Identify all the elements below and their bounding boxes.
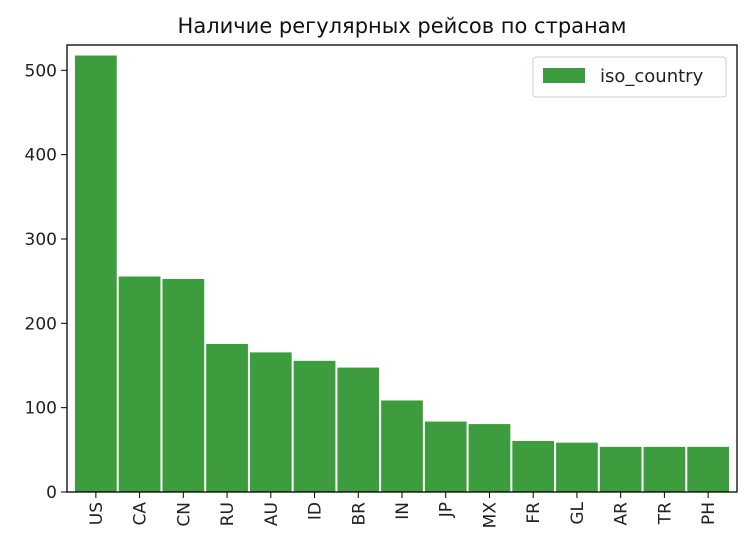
y-tick-label: 100 (25, 399, 57, 419)
x-tick-label-br: BR (349, 502, 369, 526)
y-axis: 0 100 200 300 400 500 (25, 61, 67, 503)
x-tick-label-gl: GL (568, 501, 588, 524)
bar-jp (424, 420, 468, 493)
x-tick-label-us: US (87, 502, 107, 525)
y-tick-label: 500 (25, 61, 57, 81)
bar-cn (161, 278, 206, 493)
bar-fr (511, 440, 555, 493)
legend-swatch (543, 68, 585, 83)
bar-br (336, 366, 380, 493)
bar-ph (686, 446, 730, 493)
x-tick-label-in: IN (393, 502, 413, 520)
x-tick-label-ru: RU (218, 502, 238, 526)
bar-ca (117, 275, 162, 493)
bar-in (380, 399, 424, 493)
bar-us (74, 54, 118, 493)
x-tick-label-cn: CN (174, 502, 194, 527)
bars-group (74, 54, 730, 493)
x-tick-label-au: AU (262, 502, 282, 526)
x-axis: US CA CN RU AU ID BR IN JP MX FR GL AR TR PH (87, 492, 719, 528)
y-tick-label: 400 (25, 146, 57, 166)
x-tick-label-fr: FR (524, 502, 544, 524)
x-tick-label-id: ID (306, 502, 326, 520)
y-tick-label: 200 (25, 314, 57, 334)
x-tick-label-ar: AR (612, 502, 632, 526)
bar-ru (205, 343, 249, 493)
bar-gl (555, 441, 599, 493)
bar-mx (467, 423, 512, 493)
legend-label: iso_country (600, 66, 704, 87)
x-tick-label-ph: PH (699, 502, 719, 525)
bar-tr (642, 446, 687, 493)
x-tick-label-ca: CA (131, 502, 151, 526)
x-tick-label-jp: JP (437, 502, 457, 518)
x-tick-label-mx: MX (480, 502, 500, 529)
legend: iso_country (532, 56, 727, 98)
bar-id (292, 360, 337, 493)
chart-title: Наличие регулярных рейсов по странам (178, 14, 627, 38)
x-tick-label-tr: TR (655, 502, 675, 525)
bar-ar (599, 446, 643, 493)
bar-au (249, 351, 293, 493)
legend-box (532, 56, 727, 98)
y-tick-label: 0 (46, 483, 57, 503)
y-tick-label: 300 (25, 230, 57, 250)
